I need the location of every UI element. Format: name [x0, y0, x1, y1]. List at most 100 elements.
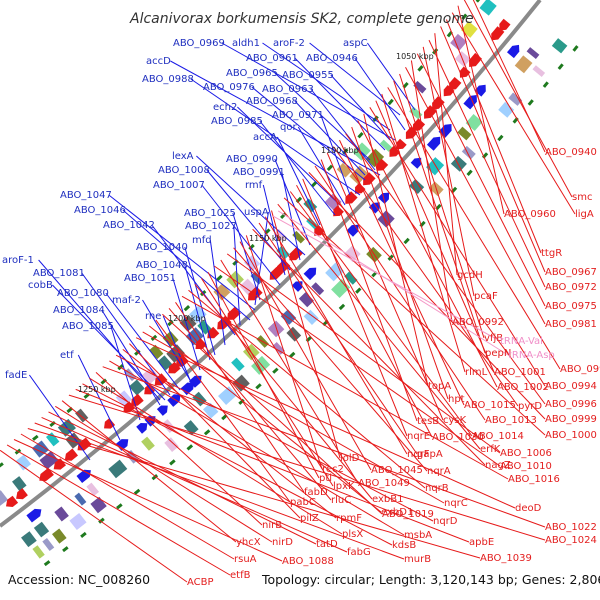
kbp-marker-1150: 1150 kbp [249, 234, 287, 243]
feature-band-segment [377, 210, 395, 228]
reverse-gene-label: yhcX [236, 537, 261, 548]
forward-gene-label: ABO_1084 [53, 305, 105, 316]
forward-gene-label: ABO_0985 [211, 116, 263, 127]
forward-gene-label: ABO_0963 [262, 84, 314, 95]
forward-gene-arrow [346, 224, 359, 237]
reverse-gene-label: ABO_1013 [485, 415, 537, 426]
forward-gene-label: ABO_0965 [226, 68, 278, 79]
reverse-label-connector [445, 19, 542, 254]
forward-label-connector [184, 246, 216, 356]
forward-gene-arrow [156, 405, 168, 416]
reverse-gene-arrow [227, 306, 241, 320]
feature-band-segment [32, 545, 45, 559]
feature-band-segment [344, 245, 361, 263]
reverse-label-connector [207, 271, 320, 479]
reverse-gene-arrow [413, 118, 426, 132]
feature-tick [403, 237, 410, 245]
forward-gene-label: fadE [5, 370, 27, 381]
trna-label: tRNA-Asp [508, 350, 555, 361]
reverse-label-connector [381, 93, 466, 373]
forward-label-connector [108, 194, 256, 311]
reverse-label-connector [399, 73, 485, 339]
reverse-label-connector [434, 33, 458, 276]
feature-band-segment [461, 145, 476, 160]
reverse-gene-label: ABO_1006 [500, 448, 552, 459]
reverse-gene-arrow [6, 495, 19, 507]
forward-label-connector [233, 225, 241, 326]
reverse-gene-label: ABO_0994 [545, 381, 597, 392]
reverse-label-connector [252, 228, 486, 466]
reverse-label-connector [320, 159, 418, 422]
genome-backbone [0, 0, 542, 528]
feature-band-segment [164, 437, 179, 453]
feature-tick [417, 65, 424, 72]
feature-band-segment [33, 521, 50, 538]
feature-band-segment [69, 512, 87, 531]
reverse-gene-arrow [363, 172, 376, 186]
reverse-gene-label: nqrE [407, 431, 430, 442]
reverse-label-connector [339, 139, 465, 406]
forward-gene-label: ABO_1048 [136, 260, 188, 271]
reverse-label-connector [233, 247, 428, 472]
forward-gene-label: ABO_1051 [124, 273, 176, 284]
reverse-label-connector [308, 172, 546, 420]
reverse-gene-label: ABO_0975 [545, 301, 597, 312]
reverse-gene-label: ABO_1039 [480, 553, 532, 564]
forward-gene-label: etf [60, 350, 74, 361]
feature-band-segment [413, 80, 427, 94]
reverse-label-connector [220, 259, 359, 484]
reverse-gene-label: ABO_1014 [472, 431, 524, 442]
map-title: Alcanivorax borkumensis SK2, complete ge… [129, 11, 474, 27]
feature-band-segment [0, 490, 8, 509]
feature-band-segment [250, 271, 264, 285]
reverse-gene-label: ABO_0992 [452, 317, 504, 328]
reverse-label-connector [345, 133, 546, 405]
forward-gene-label: uspA [244, 207, 269, 218]
feature-tick [238, 398, 245, 405]
feature-band-segment [12, 476, 27, 492]
reverse-label-connector [357, 120, 498, 388]
reverse-gene-label: ABO_0993 [560, 364, 600, 375]
forward-gene-label: maf-2 [112, 295, 141, 306]
reverse-label-connector [181, 295, 509, 480]
forward-gene-arrow [291, 281, 303, 292]
gene-label-layer: ABO_0969 aldh1 aroF-2 aspC accD ABO_0961 ABO_0… [2, 38, 600, 588]
reverse-gene-label: ABO_1030 [432, 432, 484, 443]
reverse-label-connector [440, 26, 546, 273]
forward-gene-label: ABO_0971 [272, 110, 324, 121]
reverse-gene-arrow [459, 66, 471, 78]
reverse-label-connector [457, 5, 505, 215]
feature-band-segment [311, 282, 325, 296]
reverse-label-connector [148, 325, 382, 513]
reverse-gene-label: ACBP [187, 577, 214, 588]
reverse-label-connector [41, 416, 348, 553]
forward-gene-arrow [474, 84, 486, 97]
reverse-gene-label: nqrF [407, 449, 430, 460]
forward-gene-label: rne [145, 311, 161, 322]
reverse-gene-label: gapA [417, 449, 443, 460]
reverse-gene-label: ABO_1049 [358, 478, 410, 489]
forward-label-connector [38, 259, 161, 401]
reverse-label-connector [162, 313, 383, 515]
reverse-gene-label: erfK [480, 444, 501, 455]
forward-gene-label: lexA [172, 151, 194, 162]
reverse-gene-label: etfB [230, 570, 251, 581]
reverse-gene-arrow [354, 182, 366, 194]
reverse-label-connector [6, 444, 231, 576]
forward-gene-arrow [188, 375, 202, 388]
feature-tick [272, 367, 279, 374]
feature-tick [186, 444, 194, 451]
reverse-label-connector [369, 107, 546, 387]
reverse-gene-arrow [405, 126, 418, 139]
reverse-gene-label: nqrC [444, 498, 468, 509]
reverse-label-connector [302, 178, 408, 437]
forward-gene-arrow [76, 469, 91, 483]
reverse-gene-label: ABO_0960 [504, 209, 556, 220]
reverse-label-connector [226, 253, 501, 454]
feature-tick [62, 546, 69, 553]
feature-tick [43, 560, 51, 567]
forward-gene-label: ABO_0990 [226, 154, 278, 165]
feature-band-segment [213, 283, 231, 301]
